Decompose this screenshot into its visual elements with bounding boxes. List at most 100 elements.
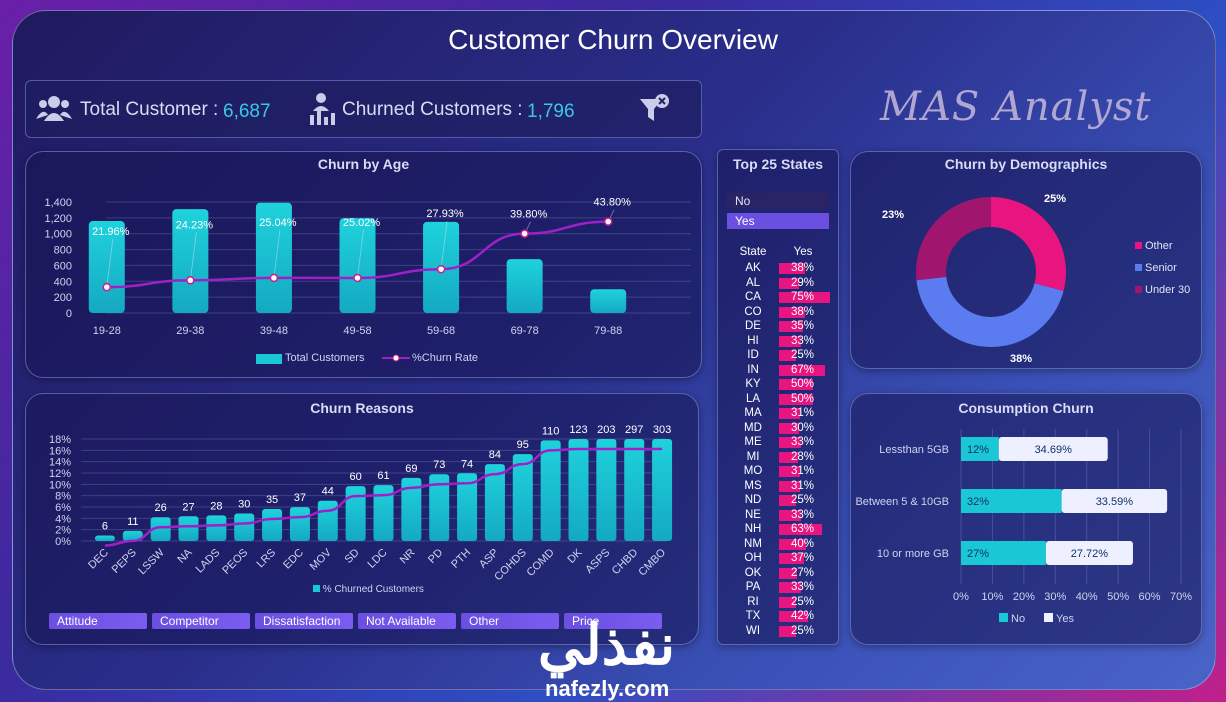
state-yes-bar — [779, 480, 801, 492]
reason-bar — [317, 500, 338, 541]
reason-bar — [596, 439, 617, 541]
donut-slice — [916, 276, 1064, 348]
state-yes-value: 31% — [791, 407, 815, 419]
consumption-yes-label: 33.59% — [1096, 496, 1134, 508]
reason-x-tick: LSSW — [136, 546, 167, 577]
reason-value-label: 6 — [102, 521, 108, 533]
state-yes-value: 28% — [791, 450, 815, 463]
state-code: MD — [744, 421, 762, 434]
reason-x-tick: LDC — [366, 547, 390, 571]
reasons-y-tick: 12% — [49, 468, 71, 480]
state-yes-bar — [779, 437, 802, 448]
age-legend: Total Customers %Churn Rate — [256, 352, 496, 366]
legend-label-churn-rate: %Churn Rate — [412, 352, 479, 364]
state-yes-bar — [779, 393, 813, 405]
consumption-panel: Consumption Churn 0% 10% 20% 30% 40% 50% 60% 70… — [850, 393, 1202, 645]
churn-rate-label: 25.04% — [259, 217, 297, 229]
reasons-y-tick: 14% — [49, 457, 71, 469]
churn-reasons-panel: Churn Reasons 0% 2% 4% 6% 8% 10% 12% 14% 16% 18% 6… — [25, 393, 699, 645]
consumption-x-tick: 0% — [953, 591, 969, 603]
clear-filter-icon[interactable] — [638, 93, 672, 125]
state-code: MI — [746, 450, 760, 463]
reasons-y-tick: 10% — [49, 479, 71, 491]
demographics-legend-label: Under 30 — [1145, 284, 1190, 296]
reason-value-label: 35 — [266, 494, 278, 506]
watermark-latin: nafezly.com — [545, 676, 670, 701]
state-row: MI 28% — [718, 451, 838, 466]
state-yes-value: 31% — [791, 465, 815, 477]
legend-swatch-total-customers — [256, 354, 282, 364]
state-yes-bar — [779, 335, 802, 347]
reason-value-label: 11 — [127, 516, 138, 528]
slicer-attitude[interactable]: Attitude — [49, 613, 147, 629]
reason-value-label: 27 — [182, 501, 194, 513]
age-label-leader — [190, 232, 197, 281]
state-row: HI 33% — [718, 335, 838, 350]
legend-label-churned: % Churned Customers — [322, 584, 424, 595]
state-code: AK — [745, 262, 761, 274]
state-row: IN 67% — [718, 364, 838, 379]
state-column-header: State — [739, 246, 767, 258]
reason-value-label: 26 — [155, 502, 167, 514]
state-yes-bar — [779, 379, 813, 390]
legend-label-total-customers: Total Customers — [285, 352, 365, 364]
state-row: MA 31% — [718, 407, 838, 422]
legend-label-yes: Yes — [1056, 613, 1074, 625]
reason-x-tick: COMD — [525, 547, 557, 579]
slicer-dissatisfaction[interactable]: Dissatisfaction — [255, 613, 353, 629]
state-code: NH — [744, 523, 762, 535]
age-y-tick: 1,200 — [44, 213, 72, 225]
state-code: KY — [745, 378, 761, 390]
watermark-arabic: نفذلي — [538, 613, 676, 676]
filter-yes-button[interactable]: Yes — [727, 213, 829, 229]
state-yes-bar — [779, 495, 796, 506]
legend-swatch-no — [999, 613, 1008, 622]
reason-x-tick: CHBD — [610, 547, 641, 578]
reason-x-tick: NR — [398, 547, 418, 567]
state-yes-value: 38% — [791, 305, 815, 318]
consumption-no-label: 32% — [967, 496, 989, 508]
reason-x-tick: SD — [342, 547, 361, 566]
state-yes-bar — [779, 524, 822, 535]
state-code: ME — [744, 436, 762, 448]
consumption-x-tick: 50% — [1107, 591, 1129, 603]
state-yes-value: 40% — [791, 537, 815, 550]
reason-value-label: 203 — [597, 424, 615, 436]
age-label-leader — [106, 239, 114, 288]
age-x-tick: 59-68 — [427, 325, 455, 337]
age-label-leader — [440, 221, 448, 270]
reason-bar — [262, 508, 283, 541]
reason-value-label: 60 — [350, 471, 362, 483]
state-row: MS 31% — [718, 480, 838, 495]
slicer-price[interactable]: Price — [564, 613, 662, 629]
reasons-y-tick: 0% — [55, 536, 71, 548]
state-yes-value: 25% — [791, 624, 815, 637]
churn-rate-label: 21.96% — [92, 226, 130, 238]
state-row: AL 29% — [718, 277, 838, 292]
slicer-competitor[interactable]: Competitor — [152, 613, 250, 629]
state-yes-bar — [779, 263, 805, 274]
reason-bar — [484, 464, 505, 541]
state-code: TX — [745, 610, 761, 622]
filter-no-button[interactable]: No — [727, 193, 829, 209]
state-code: NM — [744, 537, 762, 550]
churned-customers-label: Churned Customers : — [342, 99, 523, 120]
age-label-leader — [273, 229, 281, 278]
state-yes-value: 63% — [791, 523, 815, 535]
state-code: OK — [744, 566, 762, 579]
state-row: DE 35% — [718, 320, 838, 335]
consumption-x-tick: 20% — [1013, 591, 1035, 603]
legend-swatch-yes — [1044, 613, 1053, 622]
state-yes-value: 42% — [791, 610, 815, 622]
consumption-chart: 0% 10% 20% 30% 40% 50% 60% 70% Lessthan 5GB 12% 34… — [855, 429, 1192, 625]
reason-bar — [94, 535, 115, 541]
state-code: CO — [744, 305, 762, 318]
slicer-other[interactable]: Other — [461, 613, 559, 629]
age-x-tick: 39-48 — [260, 325, 288, 337]
donut-slice-label: 38% — [1010, 353, 1032, 365]
demographics-panel: Churn by Demographics 25% Other 38% Senior 2… — [850, 151, 1202, 369]
reason-bar — [178, 516, 199, 541]
slicer-not-available[interactable]: Not Available — [358, 613, 456, 629]
reason-bar — [429, 474, 450, 541]
reason-value-label: 95 — [517, 439, 529, 451]
